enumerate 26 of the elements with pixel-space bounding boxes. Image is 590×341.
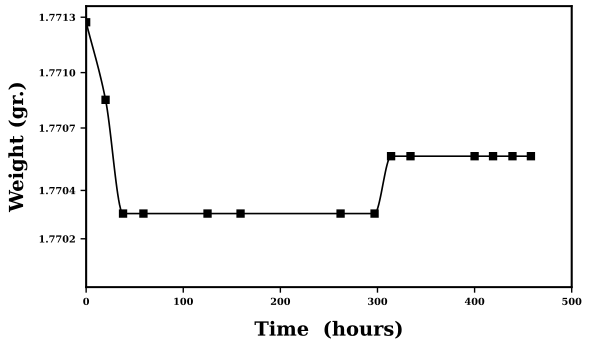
point bbox=[508, 152, 517, 160]
x-tick-label: 500 bbox=[562, 298, 582, 306]
y-tick-label: 1.7710 bbox=[40, 69, 76, 76]
point bbox=[203, 209, 212, 218]
y-tick-label: 1.7704 bbox=[40, 186, 76, 194]
point bbox=[488, 152, 498, 160]
x-tick-label: 400 bbox=[464, 298, 484, 306]
y-axis-title: Weight (gr.) bbox=[8, 83, 28, 212]
point bbox=[101, 96, 110, 104]
y-tick-label: 1.7707 bbox=[40, 124, 75, 132]
x-tick-label: 0 bbox=[83, 298, 90, 306]
point bbox=[139, 209, 148, 218]
point bbox=[406, 152, 415, 160]
point bbox=[118, 209, 128, 218]
x-tick-label: 200 bbox=[270, 298, 290, 306]
y-tick-label: 1.7713 bbox=[40, 14, 76, 22]
x-axis-title: Time (hours) bbox=[254, 320, 402, 339]
point bbox=[386, 152, 396, 160]
point bbox=[470, 152, 479, 160]
point bbox=[370, 209, 379, 218]
point bbox=[336, 209, 345, 218]
y-tick-label: 1.7702 bbox=[40, 235, 75, 243]
point bbox=[236, 209, 245, 218]
x-tick-label: 100 bbox=[174, 298, 193, 306]
x-tick-label: 300 bbox=[368, 298, 388, 306]
point bbox=[526, 152, 536, 160]
